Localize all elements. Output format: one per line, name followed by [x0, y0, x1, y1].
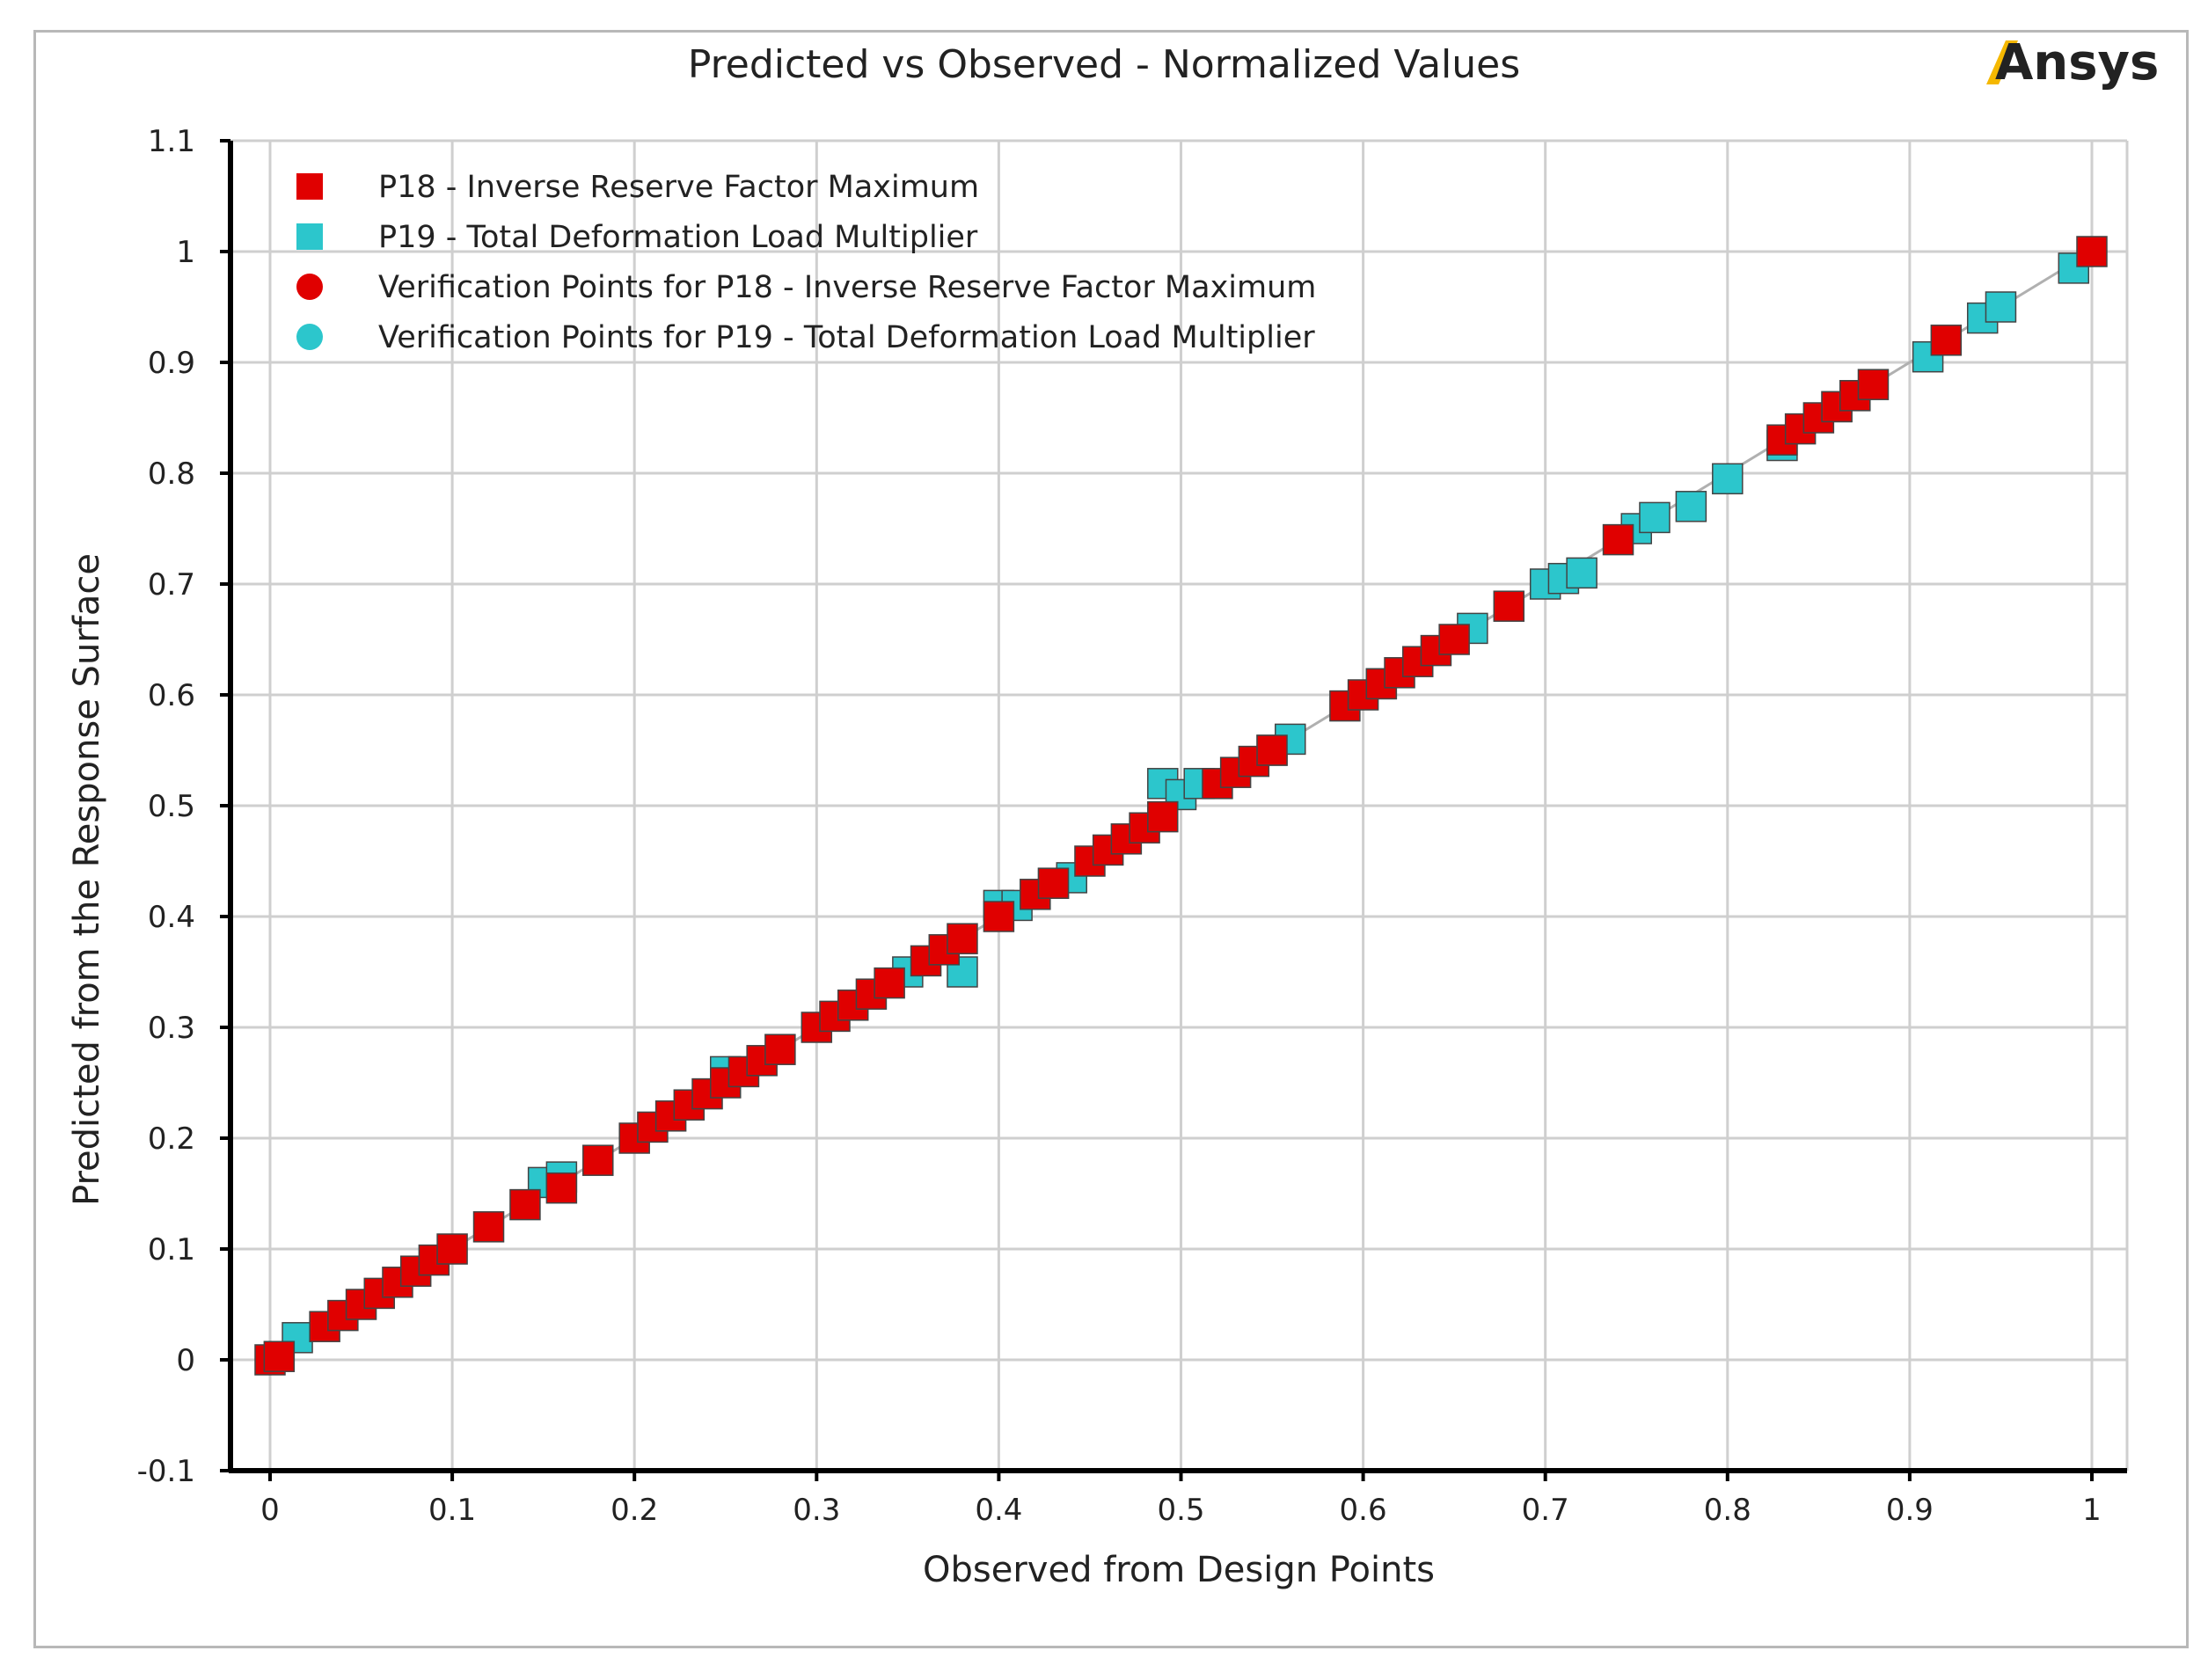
y-tick-label: 0.2 [148, 1121, 195, 1157]
y-tick-label: 0.6 [148, 678, 195, 713]
point-p18 [436, 1233, 468, 1265]
point-p18 [1857, 369, 1890, 400]
point-p18 [263, 1340, 296, 1372]
point-p18 [582, 1144, 614, 1176]
y-tick-label: 0 [176, 1343, 195, 1378]
ansys-logo: Ansys [1986, 34, 2159, 91]
point-p18 [1438, 624, 1470, 655]
x-tick-label: 0.1 [428, 1493, 476, 1528]
point-p19 [1712, 463, 1744, 495]
x-axis-label: Observed from Design Points [923, 1550, 1435, 1590]
x-tick-label: 0.3 [793, 1493, 840, 1528]
point-p18 [983, 901, 1015, 932]
point-p19 [2058, 252, 2090, 284]
point-p19 [1985, 291, 2017, 323]
y-tick-label: 1.1 [148, 124, 195, 159]
legend-marker [296, 324, 323, 350]
point-p18 [1602, 523, 1634, 556]
legend: P18 - Inverse Reserve Factor Maximum P19 … [296, 170, 1316, 355]
legend-marker [296, 173, 323, 200]
legend-item: Verification Points for P18 - Inverse Re… [296, 270, 1316, 305]
y-axis-label: Predicted from the Response Surface [67, 553, 107, 1206]
legend-label: Verification Points for P18 - Inverse Re… [378, 270, 1316, 305]
point-p18 [2076, 236, 2108, 267]
point-p19 [1639, 501, 1671, 534]
x-tick-label: 0.5 [1157, 1493, 1204, 1528]
point-p18 [1147, 800, 1179, 833]
y-tick-label: 0.8 [148, 457, 195, 492]
axes [220, 139, 2127, 1481]
legend-marker [296, 223, 323, 250]
data-points [254, 236, 2108, 1376]
ansys-logo-text: Ansys [1995, 34, 2159, 91]
y-tick-labels: -0.1 0 0.1 0.2 0.3 0.4 0.5 0.6 0.7 0.8 0.9 1 1.1 [137, 124, 195, 1489]
legend-marker [296, 274, 323, 300]
legend-label: Verification Points for P19 - Total Defo… [378, 320, 1315, 355]
x-tick-label: 0.9 [1886, 1493, 1934, 1528]
point-p18 [545, 1172, 578, 1204]
x-tick-label: 0.4 [975, 1493, 1022, 1528]
point-p18 [509, 1188, 541, 1221]
x-tick-label: 0.7 [1522, 1493, 1569, 1528]
point-p18 [874, 967, 905, 999]
chart-title: Predicted vs Observed - Normalized Value… [688, 42, 1520, 87]
y-tick-label: 0.3 [148, 1011, 195, 1046]
legend-item: P19 - Total Deformation Load Multiplier [296, 220, 978, 255]
x-tick-labels: 0 0.1 0.2 0.3 0.4 0.5 0.6 0.7 0.8 0.9 1 [260, 1493, 2102, 1528]
y-tick-label: 1 [176, 235, 195, 270]
y-tick-label: 0.7 [148, 567, 195, 603]
x-tick-label: 0.8 [1704, 1493, 1751, 1528]
point-p18 [1256, 734, 1288, 766]
y-tick-label: 0.4 [148, 900, 195, 935]
y-tick-label: 0.5 [148, 789, 195, 824]
x-tick-label: 0 [260, 1493, 280, 1528]
x-tick-label: 0.2 [610, 1493, 658, 1528]
x-tick-label: 0.6 [1340, 1493, 1387, 1528]
legend-item: P18 - Inverse Reserve Factor Maximum [296, 170, 979, 205]
legend-item: Verification Points for P19 - Total Defo… [296, 320, 1315, 355]
point-p18 [472, 1211, 505, 1243]
point-p18 [947, 923, 978, 954]
ansys-logo-accent [1986, 40, 2018, 84]
point-p19 [1566, 557, 1598, 589]
x-tick-label: 1 [2082, 1493, 2102, 1528]
point-p18 [1930, 325, 1963, 356]
point-p18 [1037, 867, 1070, 899]
legend-label: P19 - Total Deformation Load Multiplier [378, 220, 978, 255]
y-tick-label: 0.9 [148, 346, 195, 381]
y-tick-label: 0.1 [148, 1232, 195, 1267]
point-p18 [764, 1034, 796, 1065]
y-tick-label: -0.1 [137, 1454, 195, 1489]
point-p19 [1675, 491, 1707, 522]
point-p18 [1493, 590, 1525, 622]
legend-label: P18 - Inverse Reserve Factor Maximum [378, 170, 979, 205]
